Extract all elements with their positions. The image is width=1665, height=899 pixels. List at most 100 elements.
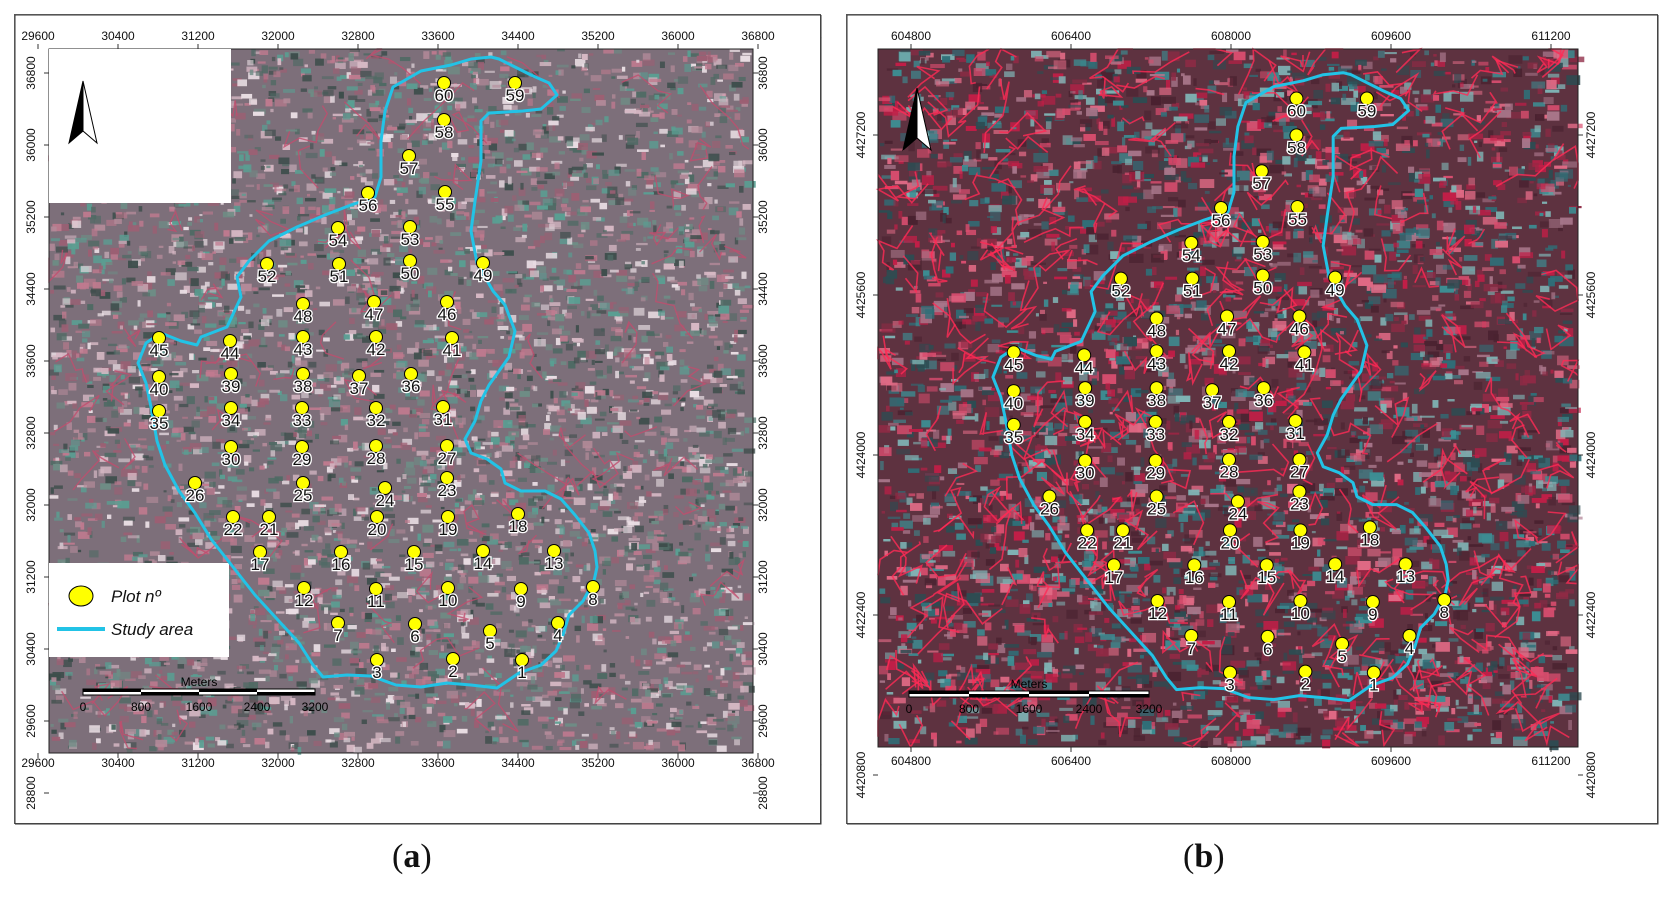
x-tick-label-top: 34400 [501,29,535,43]
plot-marker-icon [441,510,455,524]
plot-21: 21 [1112,523,1134,554]
plot-marker-icon [515,653,529,667]
plot-3: 3 [1222,665,1237,696]
north-arrow-icon [902,87,932,152]
y-tick-label-left: 36800 [24,56,38,90]
plot-46: 46 [1289,309,1310,340]
plot-15: 15 [1256,558,1277,589]
x-tick-label-bottom: 35200 [581,756,615,770]
plot-marker-icon [1006,417,1021,432]
plot-label: 53 [1253,245,1272,264]
plot-label: 3 [1225,676,1234,695]
plot-marker-icon [440,471,454,485]
plot-label: 46 [438,305,457,324]
plot-marker-icon [1365,595,1380,610]
plot-label: 5 [1337,647,1346,666]
scale-label: 800 [131,700,151,714]
plot-label: 41 [443,341,462,360]
plot-label: 14 [1326,567,1345,586]
plot-marker-icon [1148,414,1163,429]
x-tick-label-bottom: 37600 [821,756,822,770]
plot-50: 50 [399,254,421,284]
map-panel-a: 29600 29600 30400 30400 31200 31200 32000 32000… [14,14,822,825]
plot-marker-icon [1289,91,1304,106]
plot-label: 44 [1075,358,1094,377]
plot-marker-icon [446,652,460,666]
plot-41: 41 [1294,345,1315,376]
y-tick-label-right: 32800 [756,416,770,450]
plot-marker-icon [1222,414,1236,429]
plot-6: 6 [1260,629,1275,660]
plot-59: 59 [1356,91,1378,122]
plot-label: 2 [448,662,457,681]
stream-network [875,47,1580,749]
plot-label: 21 [1113,533,1132,552]
plot-45: 45 [148,331,170,361]
y-tick-label-right: 29600 [756,704,770,738]
neatline [847,15,1659,825]
plot-6: 6 [408,617,422,647]
plot-5: 5 [1335,636,1350,667]
plot-label: 1 [1369,676,1378,695]
plot-label: 31 [434,410,453,429]
plot-label: 18 [1360,530,1379,549]
plot-2: 2 [1298,664,1313,695]
plot-label: 12 [1148,604,1167,623]
plots: 1234567891011121314151617181920212223242… [148,76,600,683]
plot-marker-icon [331,221,345,235]
x-tick-label-top: 36800 [741,29,775,43]
plot-20: 20 [366,510,388,540]
y-tick-label-left: 35200 [24,200,38,234]
plot-29: 29 [1145,453,1166,484]
plot-label: 59 [506,86,525,105]
plot-21: 21 [258,510,280,540]
plot-marker-icon [224,401,238,415]
y-tick-label-left: 32000 [24,488,38,522]
plot-marker-icon [1293,523,1308,538]
plot-marker-icon [403,220,417,234]
image-border [48,48,754,754]
x-tick-label-top: 29600 [21,29,55,43]
plot-marker-icon [331,616,345,630]
plot-28: 28 [365,439,387,469]
plot-marker-icon [402,149,416,163]
plot-label: 23 [1290,495,1309,514]
plot-marker-icon [152,404,166,418]
x-tick-label-bottom: 36800 [741,756,775,770]
plot-53: 53 [1252,234,1273,265]
plot-33: 33 [291,401,313,431]
plot-marker-icon [367,295,381,309]
plot-40: 40 [1003,384,1024,414]
plot-38: 38 [292,367,314,397]
plot-marker-icon [1006,384,1021,399]
plot-marker-icon [1297,345,1312,360]
plot-15: 15 [403,545,425,575]
plot-marker-icon [1006,345,1021,360]
plot-label: 34 [1076,425,1095,444]
plot-label: 54 [1182,246,1201,265]
imagery-texture [878,49,1585,751]
plot-17: 17 [249,545,271,575]
plot-label: 37 [350,379,369,398]
y-tick-label-left: 34400 [24,272,38,306]
plot-marker-icon [1149,344,1164,359]
plot-marker-icon [369,582,383,596]
plot-label: 16 [1185,568,1204,587]
plot-18: 18 [1359,520,1381,551]
y-tick-label-left: 36000 [24,128,38,162]
plot-58: 58 [1286,128,1307,159]
plot-label: 51 [330,267,349,286]
plot-30: 30 [220,440,242,470]
plot-label: 20 [368,520,387,539]
scale-label: 1600 [186,700,213,714]
plot-label: 60 [1287,102,1306,121]
plot-marker-icon [1398,557,1413,572]
plot-marker-icon [1148,453,1163,468]
plot-marker-icon [436,400,450,414]
y-tick-label-right: 33600 [756,344,770,378]
x-tick-label-top: 31200 [181,29,215,43]
plot-label: 60 [435,86,454,105]
plot-36: 36 [400,367,422,397]
plot-marker-icon [1298,664,1313,679]
x-tick-label-top: 604800 [891,29,931,43]
